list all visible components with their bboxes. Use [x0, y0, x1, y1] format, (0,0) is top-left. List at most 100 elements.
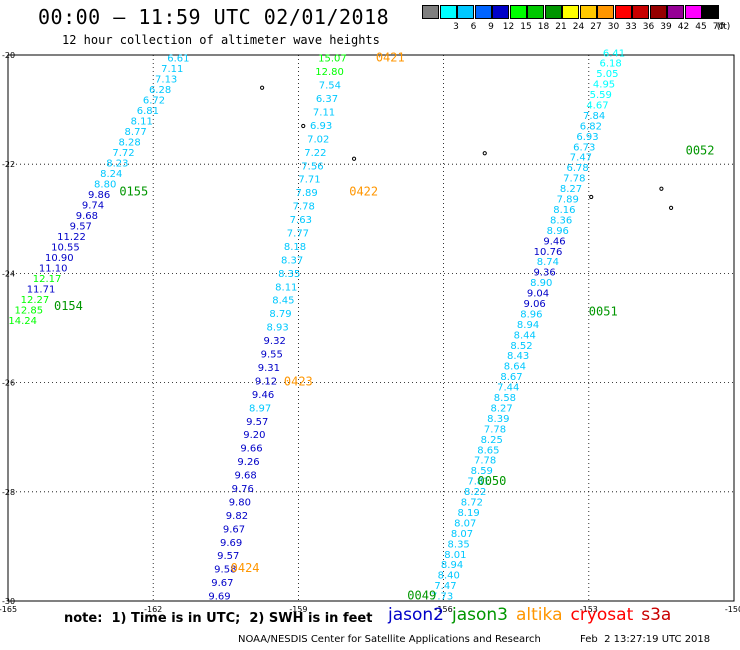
colorbar-swatch — [474, 5, 492, 19]
islands — [260, 85, 674, 210]
island-marker — [589, 194, 594, 200]
island-marker — [260, 85, 265, 90]
pass-time-label: 0050 — [477, 474, 506, 488]
satellite-legend-s3a: s3a — [641, 605, 672, 625]
wave-height-label: 8.43 — [507, 351, 529, 362]
lat-tick-label: -26 — [2, 379, 15, 388]
pass-time-label: 0423 — [284, 375, 313, 389]
wave-height-label: 4.95 — [593, 80, 615, 91]
lon-tick-label: -165 — [0, 605, 17, 614]
colorbar-swatch — [667, 5, 684, 19]
wave-height-label: 8.25 — [481, 435, 503, 446]
wave-height-label: 9.74 — [82, 200, 104, 211]
wave-height-label: 8.67 — [500, 372, 522, 383]
pass-time-label: 0424 — [231, 561, 260, 575]
satellite-legend-altika: altika — [516, 605, 563, 625]
wave-height-label: 8.80 — [94, 180, 116, 191]
wave-height-label: 9.80 — [229, 497, 251, 508]
wave-height-label: 9.82 — [226, 511, 248, 522]
satellite-legend-jason3: jason3 — [452, 605, 508, 625]
wave-height-label: 8.96 — [520, 309, 542, 320]
wave-height-label: 7.78 — [293, 202, 315, 213]
wave-height-label: 7.02 — [307, 134, 329, 145]
credit-line: NOAA/NESDIS Center for Satellite Applica… — [238, 634, 541, 645]
colorbar-label: 45 — [695, 22, 707, 32]
wave-height-label: 9.32 — [264, 336, 286, 347]
wave-height-label: 12.85 — [14, 305, 43, 316]
colorbar-label: 42 — [677, 22, 690, 32]
pass-time-label: 0052 — [686, 144, 715, 158]
colorbar-swatch — [492, 5, 509, 19]
lon-tick-label: -153 — [580, 605, 598, 614]
wave-height-label: 9.04 — [527, 289, 549, 300]
wave-height-label: 8.28 — [118, 138, 140, 149]
wave-height-label: 9.86 — [88, 190, 110, 201]
wave-height-label: 8.35 — [278, 269, 300, 280]
wave-height-label: 9.57 — [246, 417, 268, 428]
colorbar-label: 70 — [712, 22, 725, 32]
wave-height-label: 9.68 — [76, 211, 98, 222]
wave-height-label: 12.80 — [315, 67, 344, 78]
wave-height-label: 7.89 — [295, 188, 317, 199]
wave-height-label: 9.66 — [240, 444, 262, 455]
generated-timestamp: Feb 2 13:27:19 UTC 2018 — [580, 634, 711, 645]
wave-height-label: 7.84 — [583, 111, 605, 122]
wave-height-label: 6.41 — [603, 48, 625, 59]
page-subtitle: 12 hour collection of altimeter wave hei… — [62, 33, 380, 47]
colorbar-label: 36 — [642, 22, 655, 32]
lat-tick-label: -30 — [2, 597, 15, 606]
pass-time-labels: 0155 0154 0421 0422 0423 0424 0052 0051 0050 0049 — [54, 51, 715, 603]
colorbar-swatch — [562, 5, 579, 19]
wave-height-label: 6.82 — [580, 121, 602, 132]
wave-height-label: 10.55 — [51, 242, 80, 253]
colorbar-label: 12 — [502, 22, 515, 32]
wave-height-label: 9.12 — [255, 376, 277, 387]
wave-height-label: 6.93 — [310, 121, 332, 132]
colorbar-swatch — [702, 5, 719, 19]
pass-time-label: 0421 — [376, 51, 405, 65]
wave-height-label: 7.78 — [484, 424, 506, 435]
island-marker — [482, 151, 487, 156]
lat-tick-label: -28 — [2, 488, 15, 497]
lat-tick-label: -24 — [2, 269, 15, 278]
colorbar-swatch — [579, 5, 597, 19]
colorbar-swatch — [614, 5, 632, 19]
wave-height-label: 9.46 — [252, 390, 274, 401]
wave-height-label: 8.40 — [438, 571, 460, 582]
colorbar-label: 30 — [607, 22, 620, 32]
colorbar-label: 21 — [555, 22, 567, 32]
island-marker — [351, 156, 357, 161]
colorbar-swatch — [457, 5, 474, 19]
pass-time-label: 0155 — [119, 185, 148, 199]
pass-time-label: 0422 — [349, 185, 378, 199]
wave-height-label: 11.71 — [27, 284, 56, 295]
wave-height-label: 8.37 — [281, 255, 303, 266]
colorbar-swatch — [632, 5, 649, 19]
wave-height-label: 8.19 — [457, 508, 479, 519]
wave-height-label: 9.20 — [243, 430, 265, 441]
wave-height-label: 8.97 — [249, 403, 271, 414]
colorbar-label: 18 — [537, 22, 550, 32]
wave-height-label: 7.22 — [304, 148, 326, 159]
colorbar-label: 39 — [660, 22, 672, 32]
wave-height-label: 9.57 — [217, 551, 239, 562]
wave-height-label: 8.22 — [464, 487, 486, 498]
wave-height-label: 7.47 — [434, 581, 456, 592]
colorbar-swatch — [597, 5, 614, 19]
wave-height-label: 8.64 — [504, 362, 526, 373]
wave-height-label: 8.52 — [510, 341, 532, 352]
lon-tick-label: -156 — [435, 605, 453, 614]
wave-height-label: 8.44 — [514, 330, 536, 341]
colorbar-swatch — [684, 5, 702, 19]
wave-height-label: 6.37 — [316, 94, 338, 105]
wave-height-label: 9.06 — [524, 299, 546, 310]
colorbar-label: 15 — [520, 22, 532, 32]
wave-height-label: 7.78 — [563, 174, 585, 185]
wave-height-label: 8.23 — [106, 159, 128, 170]
colorbar-unit: (ft) — [716, 22, 731, 32]
satellite-legend: jason2 jason3 altika cryosat s3a — [388, 605, 679, 625]
wave-height-label: 8.36 — [550, 215, 572, 226]
wave-height-label: 9.69 — [220, 538, 242, 549]
wave-height-label: 8.65 — [477, 445, 499, 456]
colorbar-swatch — [439, 5, 457, 19]
